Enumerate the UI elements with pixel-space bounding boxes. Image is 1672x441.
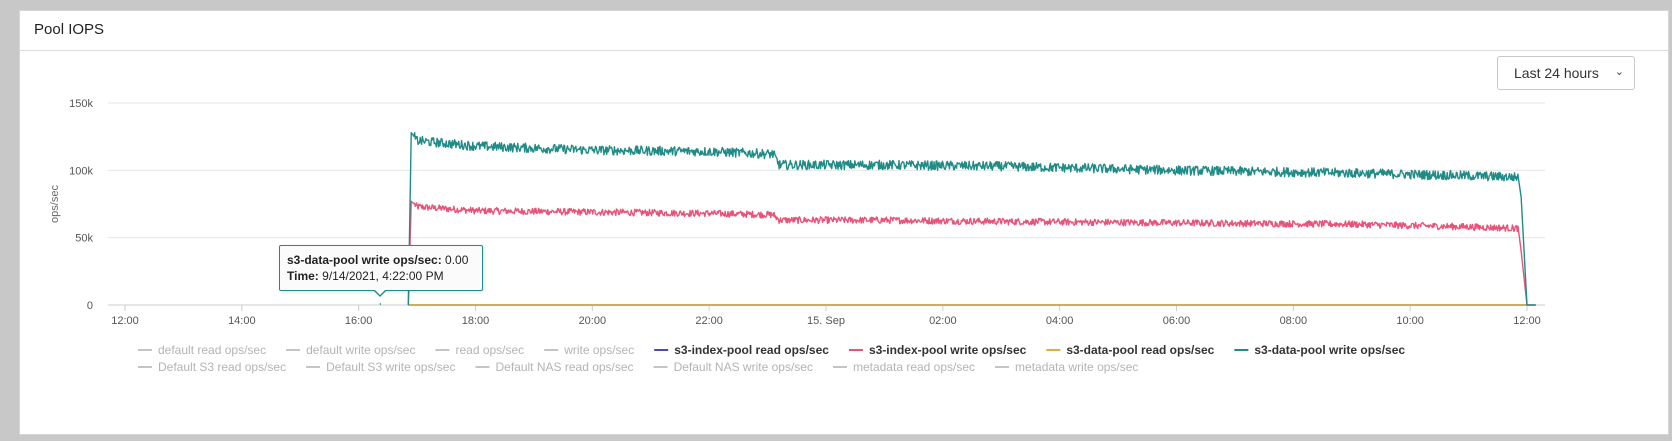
- tooltip-value: 0.00: [445, 253, 469, 267]
- legend-label: Default NAS write ops/sec: [674, 360, 813, 374]
- x-tick-label: 02:00: [929, 315, 957, 327]
- legend-item[interactable]: Default NAS read ops/sec: [475, 360, 634, 374]
- tooltip-series-name: s3-data-pool write ops/sec: [287, 253, 438, 267]
- legend-item[interactable]: Default S3 write ops/sec: [306, 360, 455, 374]
- legend-label: Default NAS read ops/sec: [495, 360, 633, 374]
- y-tick-label: 0: [87, 300, 93, 312]
- legend-label: metadata read ops/sec: [853, 360, 975, 374]
- legend-label: metadata write ops/sec: [1015, 360, 1138, 374]
- legend-item[interactable]: default read ops/sec: [138, 343, 266, 357]
- tooltip-time: 9/14/2021, 4:22:00 PM: [322, 269, 444, 283]
- legend-label: s3-data-pool write ops/sec: [1254, 343, 1405, 357]
- panel-title: Pool IOPS: [20, 11, 1668, 51]
- x-tick-label: 16:00: [345, 315, 373, 327]
- legend-item[interactable]: metadata read ops/sec: [832, 360, 975, 374]
- legend-item[interactable]: Default NAS write ops/sec: [653, 360, 813, 374]
- legend-item[interactable]: s3-data-pool write ops/sec: [1234, 343, 1405, 357]
- time-range-select[interactable]: Last 24 hours ⌄: [1497, 56, 1635, 90]
- legend-item[interactable]: Default S3 read ops/sec: [138, 360, 286, 374]
- legend-label: default read ops/sec: [158, 343, 266, 357]
- y-tick-label: 100k: [69, 165, 93, 177]
- series-line-s3-index-pool-write-ops-sec[interactable]: [407, 200, 1537, 306]
- x-tick-label: 08:00: [1280, 315, 1308, 327]
- legend-item[interactable]: read ops/sec: [435, 343, 524, 357]
- y-tick-label: 150k: [69, 98, 93, 110]
- legend-label: s3-data-pool read ops/sec: [1066, 343, 1214, 357]
- legend-label: Default S3 write ops/sec: [326, 360, 455, 374]
- x-tick-label: 15. Sep: [807, 315, 845, 327]
- chart-tooltip: s3-data-pool write ops/sec: 0.00 Time: 9…: [279, 245, 483, 291]
- x-tick-label: 12:00: [1513, 315, 1541, 327]
- y-axis-label: ops/sec: [49, 185, 61, 223]
- legend-item[interactable]: s3-data-pool read ops/sec: [1046, 343, 1215, 357]
- x-tick-label: 18:00: [462, 315, 490, 327]
- chevron-down-icon: ⌄: [1614, 66, 1624, 78]
- legend-item[interactable]: metadata write ops/sec: [995, 360, 1138, 374]
- legend-label: default write ops/sec: [306, 343, 415, 357]
- tooltip-arrow-inner: [374, 289, 386, 295]
- legend-item[interactable]: s3-index-pool read ops/sec: [654, 343, 829, 357]
- x-tick-label: 10:00: [1396, 315, 1424, 327]
- time-range-value: Last 24 hours: [1514, 65, 1599, 81]
- legend-label: Default S3 read ops/sec: [158, 360, 286, 374]
- y-tick-label: 50k: [75, 233, 93, 245]
- legend-label: write ops/sec: [563, 343, 634, 357]
- tooltip-time-label: Time:: [287, 269, 319, 283]
- legend-label: s3-index-pool write ops/sec: [869, 343, 1027, 357]
- x-tick-label: 06:00: [1163, 315, 1191, 327]
- legend-label: s3-index-pool read ops/sec: [674, 343, 829, 357]
- legend-label: read ops/sec: [455, 343, 524, 357]
- x-tick-label: 22:00: [695, 315, 723, 327]
- legend-item[interactable]: s3-index-pool write ops/sec: [848, 343, 1027, 357]
- x-tick-label: 12:00: [111, 315, 139, 327]
- x-tick-label: 04:00: [1046, 315, 1074, 327]
- legend-item[interactable]: write ops/sec: [544, 343, 634, 357]
- x-tick-label: 14:00: [228, 315, 256, 327]
- series-line-s3-data-pool-write-ops-sec[interactable]: [407, 131, 1537, 306]
- legend-item[interactable]: default write ops/sec: [286, 343, 415, 357]
- x-tick-label: 20:00: [579, 315, 607, 327]
